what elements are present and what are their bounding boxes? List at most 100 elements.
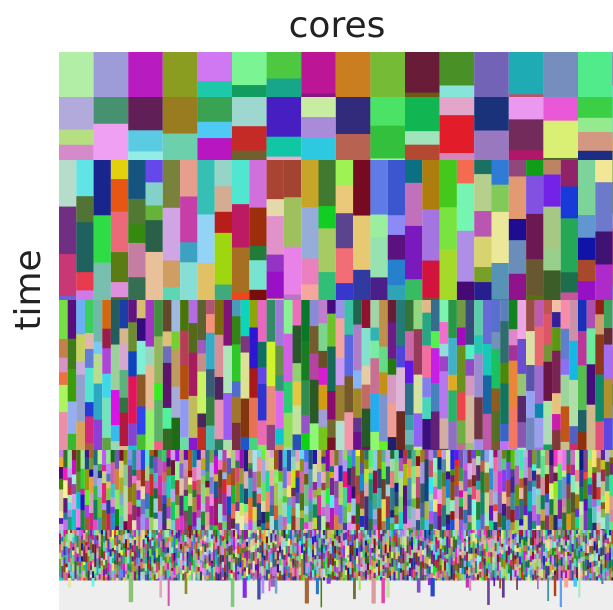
- task-block: [501, 530, 504, 539]
- task-block: [221, 561, 224, 569]
- task-block: [114, 534, 117, 538]
- task-block: [125, 570, 128, 575]
- task-block: [450, 571, 453, 580]
- task-block: [274, 483, 279, 507]
- task-block: [224, 548, 227, 558]
- task-block: [499, 532, 502, 538]
- task-block: [562, 572, 565, 581]
- task-block: [467, 494, 472, 516]
- task-block: [484, 512, 489, 527]
- task-block: [589, 532, 592, 537]
- task-block: [105, 577, 108, 581]
- task-block: [128, 242, 146, 278]
- task-block: [600, 529, 606, 531]
- task-block: [261, 550, 264, 559]
- task-block: [133, 579, 136, 581]
- task-block: [532, 544, 535, 550]
- task-block: [145, 364, 155, 411]
- task-block: [355, 475, 360, 496]
- task-block: [70, 549, 73, 559]
- task-block: [131, 535, 134, 540]
- task-block: [424, 568, 427, 576]
- task-block: [369, 579, 372, 581]
- task-block: [494, 543, 497, 552]
- task-block: [494, 568, 497, 579]
- task-block: [195, 559, 198, 567]
- task-block: [448, 337, 457, 376]
- task-block: [97, 470, 102, 479]
- task-block: [268, 562, 271, 571]
- task-block: [119, 412, 129, 447]
- task-block: [283, 381, 293, 414]
- task-block: [301, 207, 319, 259]
- task-block: [386, 538, 389, 548]
- task-block: [173, 543, 176, 554]
- task-block: [370, 277, 388, 301]
- task-block: [411, 569, 414, 578]
- task-block: [347, 536, 350, 541]
- task-block: [127, 459, 133, 467]
- task-block: [182, 573, 185, 581]
- task-block: [128, 97, 163, 131]
- task-block: [355, 456, 360, 477]
- task-block: [162, 565, 165, 576]
- task-block: [569, 426, 578, 444]
- task-block: [184, 560, 187, 567]
- task-block: [558, 538, 561, 543]
- task-block: [157, 511, 163, 531]
- task-block: [171, 542, 174, 548]
- task-block: [200, 483, 206, 505]
- task-block: [171, 547, 174, 554]
- task-block: [562, 498, 567, 508]
- task-block: [534, 365, 544, 405]
- task-block: [192, 512, 197, 527]
- task-block: [518, 570, 521, 579]
- task-block: [600, 547, 603, 557]
- task-block: [474, 52, 509, 98]
- task-block: [71, 509, 77, 531]
- task-block: [261, 578, 265, 594]
- task-block: [213, 579, 216, 581]
- task-block: [505, 573, 508, 581]
- task-block: [131, 572, 134, 581]
- task-block: [358, 530, 361, 534]
- task-block: [592, 498, 597, 508]
- task-block: [217, 530, 220, 537]
- task-block: [584, 564, 587, 572]
- task-block: [114, 489, 120, 510]
- task-block: [149, 450, 154, 457]
- task-block: [494, 557, 497, 563]
- task-block: [312, 482, 317, 491]
- task-block: [138, 557, 141, 567]
- task-block: [395, 552, 398, 560]
- task-block: [291, 456, 296, 470]
- task-block: [283, 530, 286, 539]
- task-block: [437, 457, 442, 471]
- task-block: [265, 491, 270, 513]
- task-block: [217, 566, 220, 575]
- task-block: [540, 477, 545, 496]
- task-block: [435, 559, 438, 569]
- task-block: [301, 539, 304, 545]
- task-block: [497, 526, 502, 531]
- task-block: [274, 450, 279, 470]
- task-block: [384, 544, 387, 554]
- task-block: [275, 428, 284, 446]
- task-block: [485, 551, 488, 562]
- task-block: [595, 565, 598, 573]
- task-block: [456, 327, 466, 346]
- task-block: [166, 450, 171, 459]
- task-block: [331, 530, 334, 535]
- task-block: [600, 459, 606, 471]
- task-block: [426, 576, 429, 581]
- task-block: [210, 538, 213, 546]
- task-block: [191, 535, 194, 543]
- task-block: [171, 553, 174, 564]
- task-block: [433, 541, 436, 546]
- task-block: [282, 524, 287, 531]
- task-block: [472, 562, 475, 569]
- task-block: [484, 462, 489, 474]
- task-block: [160, 534, 163, 542]
- task-block: [309, 353, 319, 381]
- task-block: [422, 449, 431, 451]
